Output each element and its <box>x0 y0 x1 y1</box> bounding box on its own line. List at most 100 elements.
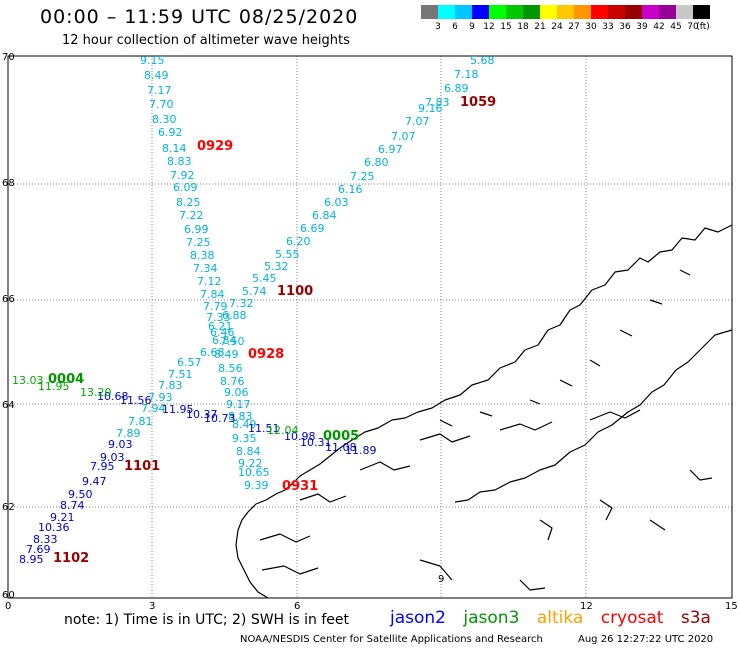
wave-height-label: 8.49 <box>144 69 169 82</box>
pass-time-label: 1100 <box>277 284 313 299</box>
wave-height-colorbar <box>421 5 710 19</box>
wave-height-label: 8.49 <box>232 418 257 431</box>
wave-height-label: 7.79 <box>203 300 228 313</box>
wave-height-label: 6.21 <box>208 320 233 333</box>
legend-altika: altika <box>536 608 584 628</box>
wave-height-label: 7.84 <box>200 288 225 301</box>
colorbar-label: 6 <box>452 22 458 32</box>
map-grid <box>8 56 732 598</box>
wave-height-label: 8.38 <box>190 249 215 262</box>
pass-time-label: 0004 <box>48 372 84 387</box>
coastline-fjord-1 <box>589 409 641 421</box>
colorbar-label: 15 <box>500 22 512 32</box>
wave-height-label: 11.51 <box>248 422 280 435</box>
wave-height-label: 6.88 <box>222 309 247 322</box>
wave-height-label: 8.33 <box>33 533 58 546</box>
colorbar-swatch <box>676 5 693 19</box>
wave-height-label: 7.69 <box>26 543 51 556</box>
wave-height-label: 8.95 <box>19 553 44 566</box>
wave-height-label: 8.74 <box>60 499 85 512</box>
wave-height-label: 8.83 <box>167 155 192 168</box>
coastline-lake-6 <box>519 579 546 591</box>
pass-time-label: 1059 <box>460 95 496 110</box>
colorbar-label: 42 <box>653 22 665 32</box>
track-labels: 9.158.497.177.708.306.928.148.837.926.09… <box>12 54 495 566</box>
wave-height-label: 12.04 <box>267 424 299 437</box>
wave-height-label: 7.83 <box>158 379 183 392</box>
colorbar-label: 3 <box>435 22 441 32</box>
wave-height-label: 6.89 <box>444 82 469 95</box>
wave-height-label: 5.74 <box>242 285 267 298</box>
wave-height-label: 7.18 <box>454 68 479 81</box>
wave-height-label: 5.68 <box>470 54 495 67</box>
wave-height-label: 6.80 <box>364 156 389 169</box>
wave-height-label: 7.33 <box>206 311 231 324</box>
wave-height-label: 10.31 <box>300 436 332 449</box>
wave-height-label: 11.89 <box>345 444 377 457</box>
coastline-fjord-5 <box>299 493 347 503</box>
colorbar-label: 12 <box>483 22 495 32</box>
wave-height-label: 9.17 <box>226 398 251 411</box>
wave-height-label: 5.55 <box>275 248 300 261</box>
wave-height-label: 9.50 <box>68 488 93 501</box>
legend-jason2: jason2 <box>390 608 446 628</box>
lon-label: 15 <box>725 601 738 612</box>
wave-height-label: 10.98 <box>284 430 316 443</box>
wave-height-label: 7.83 <box>425 96 450 109</box>
coastline-lake-3 <box>649 519 666 531</box>
wave-height-label: 8.83 <box>228 410 253 423</box>
colorbar-label: 70 <box>687 22 699 32</box>
wave-height-label: 10.37 <box>186 408 218 421</box>
lat-label: 60 <box>2 590 15 601</box>
wave-height-label: 6.20 <box>286 235 311 248</box>
wave-height-label: 8.14 <box>162 142 187 155</box>
wave-height-label: 6.84 <box>312 209 337 222</box>
colorbar-swatch <box>591 5 608 19</box>
credit-line: NOAA/NESDIS Center for Satellite Applica… <box>240 634 543 645</box>
norway-coastline <box>235 224 733 599</box>
wave-height-label: 10.73 <box>204 412 236 425</box>
wave-height-label: 6.92 <box>158 126 183 139</box>
wave-height-label: 13.03 <box>12 374 44 387</box>
colorbar-label: 36 <box>619 22 631 32</box>
wave-height-label: 6.68 <box>200 346 225 359</box>
lon-label: 6 <box>294 601 300 612</box>
colorbar-label: 30 <box>585 22 597 32</box>
axis-labels: 70 68 66 64 62 60 0 3 6 9 12 15 <box>2 52 738 612</box>
wave-height-label: 7.17 <box>147 84 172 97</box>
lon-label: 12 <box>580 601 593 612</box>
wave-height-label: 7.95 <box>90 460 115 473</box>
wave-height-label: 10.36 <box>38 521 70 534</box>
wave-height-label: 8.84 <box>236 445 261 458</box>
wave-height-label: 6.99 <box>184 223 209 236</box>
coastline-lake-2 <box>599 499 613 521</box>
colorbar-swatch <box>455 5 472 19</box>
coastline-inner <box>454 329 733 503</box>
wave-height-label: 6.84 <box>212 334 237 347</box>
wave-height-label: 8.30 <box>152 113 177 126</box>
wave-height-label: 7.25 <box>186 236 211 249</box>
pass-time-label: 1102 <box>53 551 89 566</box>
wave-height-label: 9.16 <box>418 102 443 115</box>
wave-height-label: 8.49 <box>214 348 239 361</box>
wave-height-label: 9.22 <box>238 457 263 470</box>
coastline-fjord-6 <box>259 533 311 543</box>
pass-time-label: 1101 <box>124 459 160 474</box>
colorbar-swatch <box>659 5 676 19</box>
satellite-legend: jason2 jason3 altika cryosat s3a <box>390 608 723 628</box>
colorbar-swatch <box>608 5 625 19</box>
map-title: 00:00 – 11:59 UTC 08/25/2020 <box>40 6 359 28</box>
coastline-islands <box>439 269 691 427</box>
colorbar-swatch <box>489 5 506 19</box>
pass-time-label: 0929 <box>197 139 233 154</box>
wave-height-label: 8.76 <box>220 375 245 388</box>
lon-label: 3 <box>149 601 155 612</box>
wave-height-label: 7.34 <box>193 262 218 275</box>
footer-note: note: 1) Time is in UTC; 2) SWH is in fe… <box>64 612 350 628</box>
lat-label: 70 <box>2 52 15 63</box>
wave-height-label: 9.35 <box>232 432 257 445</box>
pass-time-label: 0931 <box>282 479 318 494</box>
colorbar-swatch <box>642 5 659 19</box>
lat-label: 62 <box>2 502 15 513</box>
colorbar-swatch <box>472 5 489 19</box>
